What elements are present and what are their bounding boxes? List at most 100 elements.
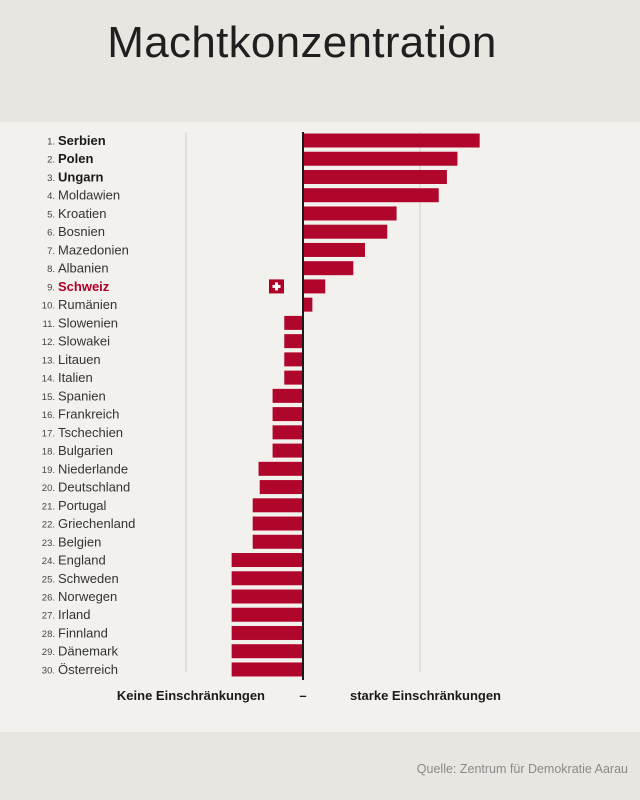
rank-label: 16. [42, 410, 55, 421]
bar [303, 242, 366, 257]
country-label: Rumänien [58, 297, 117, 312]
rank-label: 24. [42, 556, 55, 567]
bar [272, 388, 303, 403]
bar [231, 662, 303, 677]
country-label: Polen [58, 151, 93, 166]
country-label: Schweiz [58, 279, 110, 294]
country-label: Norwegen [58, 589, 117, 604]
country-label: Bulgarien [58, 443, 113, 458]
rank-label: 5. [47, 209, 55, 220]
axis-label-left: Keine Einschränkungen [117, 688, 265, 703]
rank-label: 25. [42, 574, 55, 585]
chart-panel: 1. Serbien 2. Polen 3. Ungarn 4. Moldawien 5. Kro… [0, 122, 640, 732]
country-label: Kroatien [58, 206, 106, 221]
rank-label: 7. [47, 246, 55, 257]
rank-label: 12. [42, 337, 55, 348]
bar [284, 370, 303, 385]
rank-label: 3. [47, 173, 55, 184]
bar [303, 224, 388, 239]
bar [231, 571, 303, 586]
axis-label-right: starke Einschränkungen [350, 688, 501, 703]
bar [303, 206, 397, 221]
country-label: England [58, 553, 106, 568]
country-label: Ungarn [58, 169, 104, 184]
country-label: Slowenien [58, 315, 118, 330]
country-label: Dänemark [58, 644, 118, 659]
bar [303, 169, 447, 184]
rank-label: 28. [42, 629, 55, 640]
bar [252, 516, 303, 531]
rank-label: 27. [42, 611, 55, 622]
country-label: Albanien [58, 261, 109, 276]
country-label: Bosnien [58, 224, 105, 239]
country-label: Niederlande [58, 461, 128, 476]
bar [231, 644, 303, 659]
bar [272, 407, 303, 422]
country-label: Slowakei [58, 334, 110, 349]
country-label: Österreich [58, 662, 118, 677]
rank-label: 29. [42, 647, 55, 658]
page-title: Machtkonzentration [107, 18, 497, 67]
rank-label: 15. [42, 392, 55, 403]
bar [231, 625, 303, 640]
rank-label: 6. [47, 228, 55, 239]
axis-label-center: – [299, 688, 306, 703]
bar [303, 279, 326, 294]
rank-label: 18. [42, 447, 55, 458]
bar [284, 352, 303, 367]
rank-label: 11. [42, 319, 55, 330]
rank-label: 2. [47, 155, 55, 166]
rank-label: 8. [47, 264, 55, 275]
bar [231, 553, 303, 568]
bar [284, 334, 303, 349]
rank-label: 23. [42, 538, 55, 549]
rank-label: 26. [42, 593, 55, 604]
country-label: Finnland [58, 625, 108, 640]
swiss-flag-cross-horizontal [272, 284, 281, 288]
rank-label: 17. [42, 428, 55, 439]
country-label: Irland [58, 607, 91, 622]
header: Machtkonzentration [0, 0, 640, 122]
country-label: Schweden [58, 571, 119, 586]
bar [303, 133, 480, 148]
country-label: Deutschland [58, 480, 130, 495]
bar [303, 261, 354, 276]
country-label: Belgien [58, 534, 101, 549]
bar [252, 498, 303, 513]
country-label: Portugal [58, 498, 107, 513]
source-note: Quelle: Zentrum für Demokratie Aarau [416, 762, 628, 776]
country-label: Serbien [58, 133, 106, 148]
rank-label: 13. [42, 355, 55, 366]
rank-label: 1. [47, 137, 55, 148]
rank-label: 19. [42, 465, 55, 476]
bar [272, 443, 303, 458]
bar [258, 461, 303, 476]
rank-label: 20. [42, 483, 55, 494]
rank-label: 30. [42, 665, 55, 676]
country-label: Italien [58, 370, 93, 385]
country-label: Spanien [58, 388, 106, 403]
bar [231, 589, 303, 604]
country-label: Tschechien [58, 425, 123, 440]
country-label: Mazedonien [58, 242, 129, 257]
bar [259, 480, 303, 495]
rank-label: 10. [42, 301, 55, 312]
country-label: Frankreich [58, 407, 119, 422]
bar [272, 425, 303, 440]
country-label: Moldawien [58, 188, 120, 203]
bar [303, 297, 313, 312]
rank-label: 22. [42, 520, 55, 531]
bar [303, 151, 458, 166]
bar [303, 188, 439, 203]
rank-label: 21. [42, 501, 55, 512]
footer: Quelle: Zentrum für Demokratie Aarau [0, 732, 640, 800]
rank-label: 9. [47, 282, 55, 293]
country-label: Litauen [58, 352, 101, 367]
rank-label: 14. [42, 374, 55, 385]
country-label: Griechenland [58, 516, 135, 531]
bar [284, 315, 303, 330]
bar [252, 534, 303, 549]
bar [231, 607, 303, 622]
rank-label: 4. [47, 191, 55, 202]
